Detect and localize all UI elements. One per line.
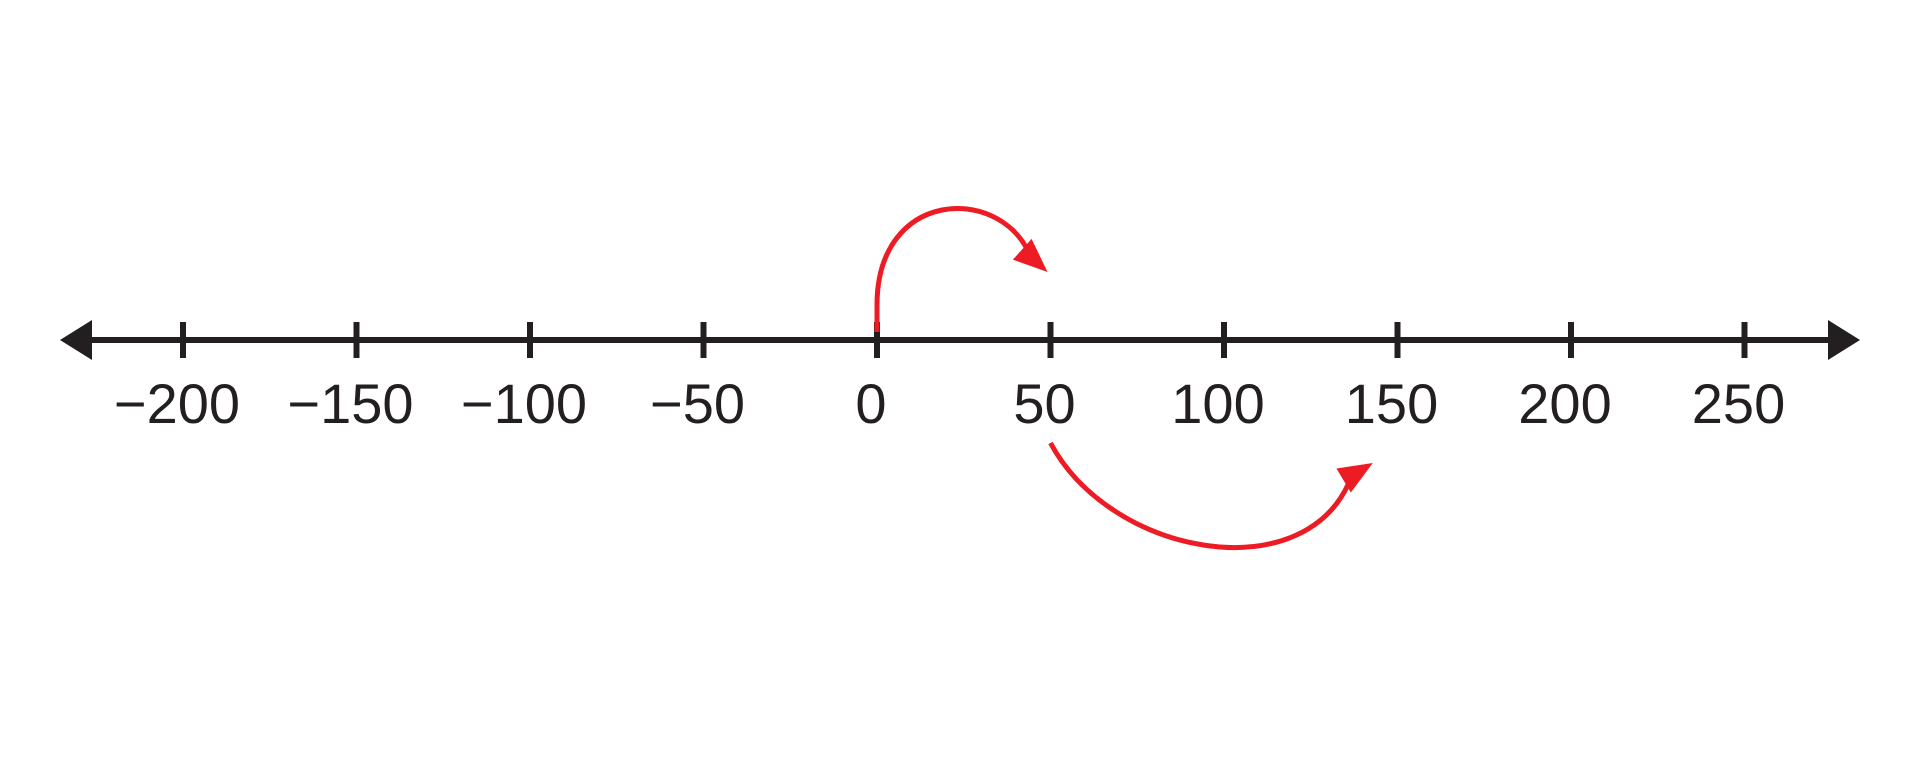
jump-arc-2 xyxy=(1048,441,1352,550)
tick-label: −150 xyxy=(287,372,413,435)
tick-label: 150 xyxy=(1345,372,1438,435)
tick-label: 250 xyxy=(1692,372,1785,435)
tick-label: −200 xyxy=(114,372,240,435)
jump-arrowhead-icon xyxy=(1012,238,1048,272)
left-arrowhead-icon xyxy=(60,320,92,360)
tick-label: 200 xyxy=(1518,372,1611,435)
tick-label: 100 xyxy=(1171,372,1264,435)
tick-label: 50 xyxy=(1013,372,1075,435)
tick-labels: −200 −150 −100 −50 0 50 100 150 200 250 xyxy=(114,372,1785,435)
tick-label: −50 xyxy=(650,372,745,435)
jump-arrowhead-icon xyxy=(1336,463,1373,493)
jump-arrows xyxy=(874,206,1373,550)
tick-label: 0 xyxy=(855,372,886,435)
right-arrowhead-icon xyxy=(1828,320,1860,360)
jump-arc-1 xyxy=(874,206,1031,332)
tick-label: −100 xyxy=(461,372,587,435)
